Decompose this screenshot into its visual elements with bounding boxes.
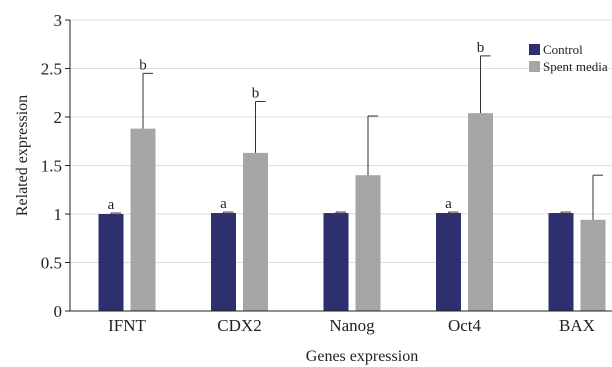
bar (211, 213, 236, 311)
legend-swatch (529, 61, 540, 72)
x-tick-label: CDX2 (217, 316, 261, 335)
legend-label: Control (543, 42, 583, 57)
x-tick-label: BAX (559, 316, 595, 335)
x-tick-label: IFNT (108, 316, 146, 335)
bar (243, 152, 268, 311)
error-bars (110, 55, 603, 220)
bar (323, 213, 349, 311)
y-tick-label: 0.5 (41, 254, 62, 273)
significance-label: b (139, 57, 147, 73)
bar (98, 214, 124, 311)
significance-labels: a b a b a b (108, 40, 485, 213)
bar (468, 113, 493, 312)
y-tick-label: 1 (54, 205, 63, 224)
significance-label: b (252, 85, 260, 101)
bar (548, 213, 574, 311)
legend-label: Spent media (543, 59, 608, 74)
y-tick-label: 2 (54, 108, 63, 127)
bar (436, 213, 461, 311)
significance-label: a (220, 196, 227, 212)
gridlines (70, 19, 612, 263)
bar (130, 128, 156, 311)
bar (580, 219, 606, 311)
y-tick-label: 3 (54, 11, 63, 30)
y-tick-label: 2.5 (41, 60, 62, 79)
x-axis-ticks: IFNT CDX2 Nanog Oct4 BAX (108, 316, 595, 335)
legend: Control Spent media (529, 42, 608, 74)
legend-swatch (529, 44, 540, 55)
y-axis-title: Related expression (14, 95, 31, 216)
significance-label: b (477, 40, 485, 56)
y-tick-label: 0 (54, 302, 63, 321)
x-tick-label: Nanog (329, 316, 375, 335)
significance-label: a (445, 196, 452, 212)
significance-label: a (108, 197, 115, 213)
y-tick-label: 1.5 (41, 157, 62, 176)
x-tick-label: Oct4 (448, 316, 482, 335)
bar (355, 175, 381, 311)
y-axis-ticks: 0 0.5 1 1.5 2 2.5 3 (41, 11, 70, 321)
x-axis-title: Genes expression (306, 348, 418, 365)
bars (98, 113, 606, 312)
